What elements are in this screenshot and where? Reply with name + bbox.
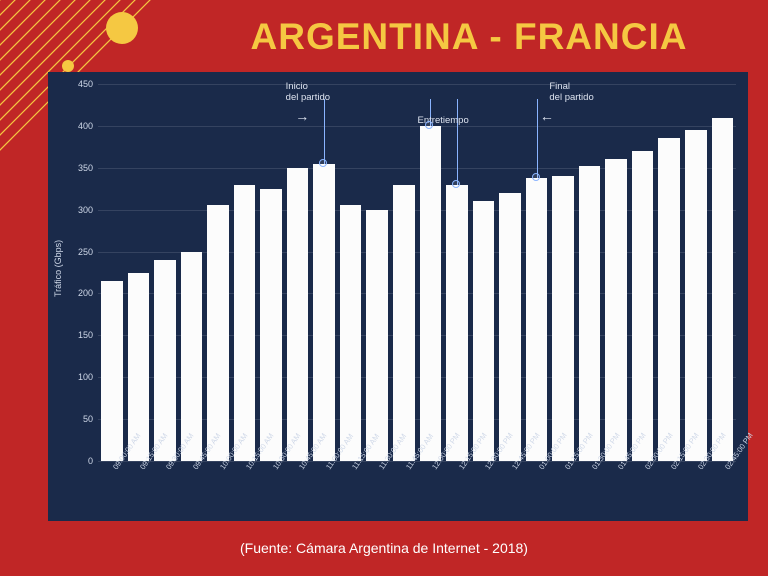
- y-tick-label: 0: [68, 456, 93, 466]
- x-tick-label: 01:00:00 PM: [523, 462, 550, 517]
- bar: [552, 176, 574, 461]
- y-tick-label: 300: [68, 205, 93, 215]
- x-tick-label: 11:45:00 AM: [390, 462, 417, 517]
- x-tick-label: 12:30:00 PM: [470, 462, 497, 517]
- bar: [154, 260, 176, 461]
- marker-line: [537, 99, 538, 178]
- x-tick-label: 02:30:00 PM: [683, 462, 710, 517]
- x-tick-label: 10:15:00 AM: [231, 462, 258, 517]
- x-tick-label: 11:15:00 AM: [337, 462, 364, 517]
- bar: [366, 210, 388, 461]
- bar: [446, 185, 468, 461]
- marker-line: [324, 99, 325, 164]
- bar: [712, 118, 734, 461]
- x-tick-label: 01:30:00 PM: [576, 462, 603, 517]
- annotation-label: Finaldel partido: [549, 82, 593, 104]
- bar: [658, 138, 680, 461]
- x-tick-label: 01:15:00 PM: [550, 462, 577, 517]
- y-tick-label: 350: [68, 163, 93, 173]
- bar: [101, 281, 123, 461]
- marker-circle: [452, 180, 460, 188]
- x-tick-label: 02:00:00 PM: [630, 462, 657, 517]
- x-tick-label: 09:00:00 AM: [98, 462, 125, 517]
- bar: [579, 166, 601, 461]
- page-title: ARGENTINA - FRANCIA: [200, 16, 738, 58]
- bar: [605, 159, 627, 461]
- marker-circle: [532, 173, 540, 181]
- x-tick-label: 10:30:00 AM: [257, 462, 284, 517]
- bar: [260, 189, 282, 461]
- bar: [499, 193, 521, 461]
- bar: [287, 168, 309, 461]
- y-tick-label: 50: [68, 414, 93, 424]
- y-axis-title: Tráfico (Gbps): [53, 239, 63, 296]
- bar: [473, 201, 495, 461]
- arrow-icon: ←: [540, 108, 554, 124]
- bar: [234, 185, 256, 461]
- y-tick-label: 450: [68, 79, 93, 89]
- traffic-bar-chart: Tráfico (Gbps) 0 50 100 150 200 250 300 350 400 4…: [48, 72, 748, 521]
- source-citation: (Fuente: Cámara Argentina de Internet - …: [0, 540, 768, 556]
- bar: [181, 252, 203, 461]
- y-tick-label: 200: [68, 288, 93, 298]
- x-tick-label: 11:00:00 AM: [311, 462, 338, 517]
- bar: [393, 185, 415, 461]
- annotation-label: Iniciodel partido: [286, 82, 330, 104]
- x-tick-label: 01:45:00 PM: [603, 462, 630, 517]
- x-tick-label: 12:45:00 PM: [497, 462, 524, 517]
- arrow-icon: →: [295, 108, 309, 124]
- bar: [632, 151, 654, 461]
- y-tick-label: 150: [68, 330, 93, 340]
- x-tick-label: 10:00:00 AM: [204, 462, 231, 517]
- bars-group: [98, 84, 736, 461]
- x-tick-label: 12:00:00 PM: [417, 462, 444, 517]
- x-tick-label: 09:15:00 AM: [125, 462, 152, 517]
- decor-circle-small: [62, 60, 74, 72]
- marker-circle: [319, 159, 327, 167]
- bar: [685, 130, 707, 461]
- marker-line: [457, 99, 458, 184]
- bar: [207, 205, 229, 461]
- x-tick-label: 02:45:00 PM: [709, 462, 736, 517]
- x-tick-label: 09:45:00 AM: [178, 462, 205, 517]
- x-tick-label: 10:45:00 AM: [284, 462, 311, 517]
- x-tick-label: 11:30:00 AM: [364, 462, 391, 517]
- y-tick-label: 100: [68, 372, 93, 382]
- y-tick-label: 400: [68, 121, 93, 131]
- y-tick-label: 250: [68, 247, 93, 257]
- x-tick-label: 09:30:00 AM: [151, 462, 178, 517]
- bar: [420, 126, 442, 461]
- x-tick-label: 02:15:00 PM: [656, 462, 683, 517]
- bar: [526, 178, 548, 461]
- x-tick-label: 12:15:00 PM: [444, 462, 471, 517]
- decor-circle-large: [106, 12, 138, 44]
- bar: [313, 164, 335, 461]
- bar: [340, 205, 362, 461]
